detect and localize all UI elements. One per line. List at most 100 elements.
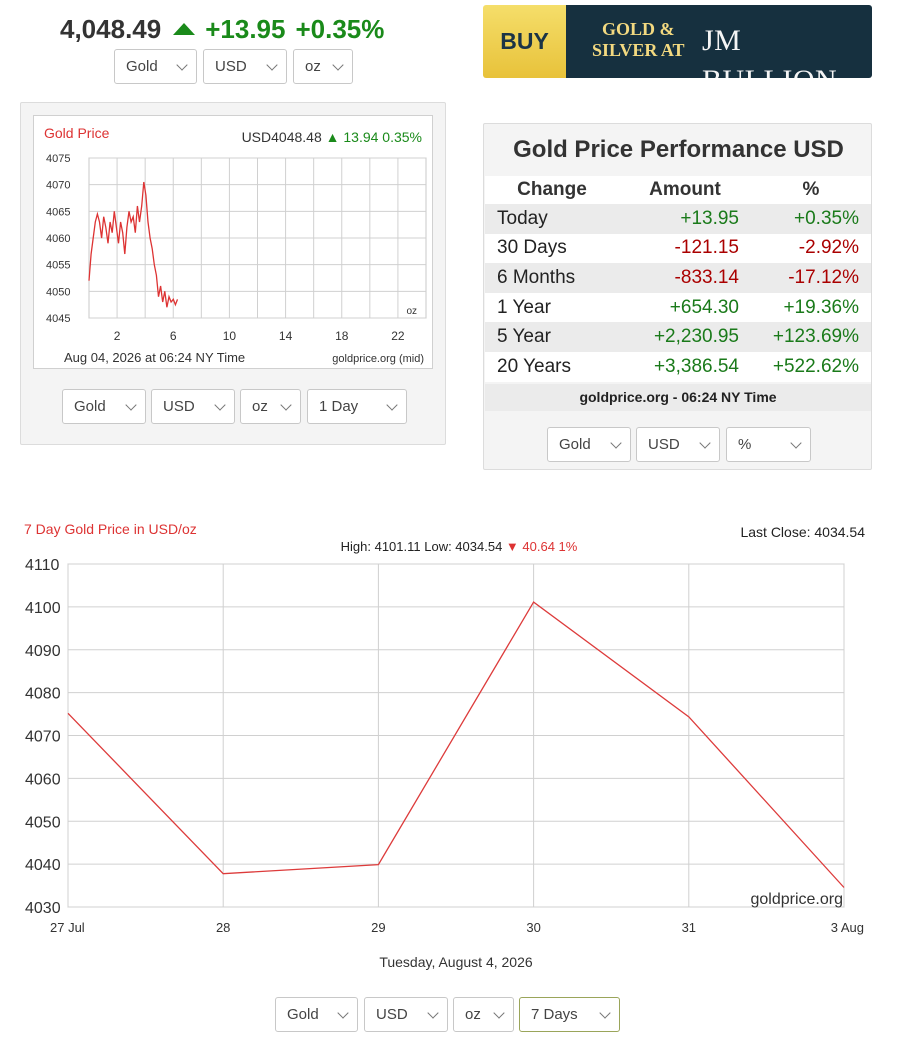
chart-stats: High: 4101.11 Low: 4034.54 ▼ 40.64 1% (341, 539, 578, 554)
x-tick-label: 27 Jul (50, 920, 85, 935)
x-axis-label: Tuesday, August 4, 2026 (379, 954, 533, 970)
performance-row-label: 30 Days (485, 233, 619, 264)
currency-select[interactable]: USD (203, 49, 287, 84)
big-chart-currency-select-value: USD (376, 1006, 408, 1023)
chevron-down-icon (332, 59, 344, 71)
chevron-down-icon (125, 399, 137, 411)
perf-unit-select[interactable]: % (726, 427, 811, 462)
y-tick-label: 4055 (46, 260, 70, 272)
chevron-down-icon (427, 1007, 439, 1019)
chart-header-price: USD4048.48 ▲ 13.94 0.35% (242, 129, 422, 145)
chart-metal-select-value: Gold (74, 398, 106, 415)
performance-row-amount: +13.95 (619, 204, 751, 234)
chart-range-select[interactable]: 1 Day (307, 389, 407, 424)
y-tick-label: 4040 (25, 857, 61, 874)
price-series-line (88, 181, 179, 308)
big-chart-unit-select[interactable]: oz (453, 997, 514, 1032)
perf-metal-select-value: Gold (559, 436, 591, 453)
chart-unit-select-value: oz (252, 398, 268, 415)
chevron-down-icon (337, 1007, 349, 1019)
y-tick-label: 4070 (25, 729, 61, 746)
price-change: +13.95 (205, 14, 286, 44)
chevron-down-icon (699, 437, 711, 449)
chart-change: ▼ 40.64 1% (506, 539, 578, 554)
chevron-down-icon (266, 59, 278, 71)
chart-high-low: High: 4101.11 Low: 4034.54 (341, 539, 506, 554)
header-price-value: USD4048.48 (242, 129, 326, 145)
chevron-down-icon (790, 437, 802, 449)
y-tick-label: 4110 (25, 557, 60, 574)
y-tick-label: 4050 (46, 286, 70, 298)
performance-row-percent: +123.69% (751, 322, 871, 352)
y-tick-label: 4030 (25, 900, 61, 917)
y-tick-label: 4075 (46, 153, 70, 165)
chart-watermark: goldprice.org (751, 891, 844, 908)
big-chart-currency-select[interactable]: USD (364, 997, 448, 1032)
unit-select[interactable]: oz (293, 49, 353, 84)
chart-currency-select[interactable]: USD (151, 389, 235, 424)
x-tick-label: 6 (170, 329, 177, 343)
performance-row-amount: -833.14 (619, 263, 751, 293)
banner-buy-label: BUY (483, 5, 566, 78)
x-tick-label: 28 (216, 920, 230, 935)
perf-metal-select[interactable]: Gold (547, 427, 631, 462)
y-tick-label: 4060 (46, 233, 70, 245)
header-change-value: ▲ 13.94 0.35% (326, 129, 422, 145)
chevron-down-icon (493, 1007, 505, 1019)
banner-tagline-line2: SILVER AT (592, 40, 685, 60)
chart-title: 7 Day Gold Price in USD/oz (24, 521, 197, 537)
performance-row-amount: -121.15 (619, 233, 751, 264)
chevron-down-icon (176, 59, 188, 71)
metal-select[interactable]: Gold (114, 49, 197, 84)
y-tick-label: 4060 (25, 771, 61, 788)
performance-panel: Gold Price Performance USD Change Amount… (483, 123, 872, 470)
unit-select-value: oz (305, 58, 321, 75)
jm-bullion-banner[interactable]: BUY GOLD & SILVER AT JM BULLION (483, 5, 872, 78)
x-tick-label: 30 (526, 920, 540, 935)
banner-tagline: GOLD & SILVER AT (592, 19, 685, 61)
y-tick-label: 4080 (25, 686, 61, 703)
banner-tagline-line1: GOLD & (602, 19, 675, 39)
chevron-down-icon (280, 399, 292, 411)
x-tick-label: 2 (114, 329, 121, 343)
chart-metal-select[interactable]: Gold (62, 389, 146, 424)
live-chart-panel: Gold Price USD4048.48 ▲ 13.94 0.35% 2 6 10 14… (20, 102, 446, 445)
seven-day-gold-chart: 7 Day Gold Price in USD/oz Last Close: 40… (24, 521, 865, 970)
last-close: Last Close: 4034.54 (740, 524, 865, 540)
y-tick-label: 4050 (25, 814, 61, 831)
y-tick-label: 4045 (46, 313, 70, 325)
y-tick-label: 4090 (25, 643, 61, 660)
chevron-down-icon (610, 437, 622, 449)
performance-row-percent: +0.35% (751, 204, 871, 234)
performance-row-percent: -17.12% (751, 263, 871, 293)
unit-label: oz (406, 306, 417, 317)
live-gold-chart: Gold Price USD4048.48 ▲ 13.94 0.35% 2 6 10 14… (33, 115, 433, 369)
performance-row-percent: +522.62% (751, 351, 871, 382)
price-change-percent: +0.35% (295, 14, 385, 44)
y-tick-label: 4070 (46, 180, 70, 192)
currency-select-value: USD (215, 58, 247, 75)
banner-brand-name: JM BULLION (702, 24, 837, 78)
big-chart-range-select-value: 7 Days (531, 1006, 578, 1023)
perf-currency-select[interactable]: USD (636, 427, 720, 462)
performance-row-amount: +3,386.54 (619, 351, 751, 382)
big-chart-unit-select-value: oz (465, 1006, 481, 1023)
performance-row: 1 Year +654.30 +19.36% (485, 292, 871, 323)
performance-title: Gold Price Performance USD (513, 136, 844, 163)
big-chart-range-select[interactable]: 7 Days (519, 997, 620, 1032)
big-chart-metal-select-value: Gold (287, 1006, 319, 1023)
performance-table: Change Amount % Today +13.95 +0.35% 30 Days… (485, 176, 871, 382)
x-tick-label: 14 (279, 329, 293, 343)
performance-row-label: 5 Year (485, 322, 619, 352)
chart-timestamp: Aug 04, 2026 at 06:24 NY Time (64, 350, 245, 365)
performance-row-label: 1 Year (485, 292, 619, 323)
chevron-down-icon (386, 399, 398, 411)
performance-row-label: 20 Years (485, 351, 619, 382)
up-arrow-icon (173, 23, 196, 36)
big-chart-metal-select[interactable]: Gold (275, 997, 358, 1032)
x-tick-label: 3 Aug (831, 920, 864, 935)
chart-unit-select[interactable]: oz (240, 389, 301, 424)
x-tick-label: 10 (223, 329, 237, 343)
y-tick-label: 4065 (46, 206, 70, 218)
perf-unit-select-value: % (738, 436, 752, 453)
